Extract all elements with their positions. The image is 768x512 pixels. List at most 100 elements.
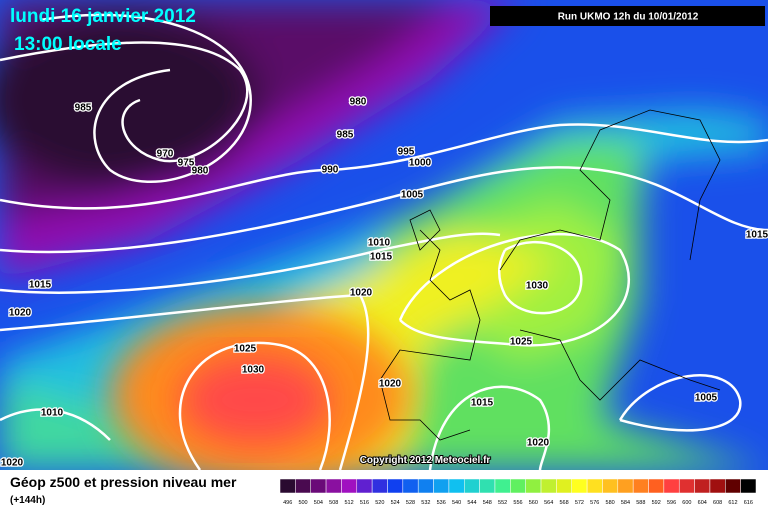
isobar-label: 980 <box>350 97 367 108</box>
legend-subtitle: (+144h) <box>10 495 45 506</box>
isobar-label: 1020 <box>9 308 32 319</box>
isobar-label: 1020 <box>1 458 24 469</box>
isobar-label: 1020 <box>527 438 550 449</box>
legend-label: 612 <box>728 500 737 506</box>
legend-swatch <box>371 478 388 494</box>
legend-label: 508 <box>329 500 338 506</box>
legend-label: 524 <box>391 500 400 506</box>
legend-swatch <box>341 478 358 494</box>
legend-label: 600 <box>682 500 691 506</box>
legend-label: 496 <box>283 500 292 506</box>
isobar-label: 970 <box>157 149 174 160</box>
run-label: Run UKMO 12h du 10/01/2012 <box>558 12 699 23</box>
isobar-label: 1005 <box>401 190 424 201</box>
legend-label: 544 <box>467 500 476 506</box>
legend-swatch <box>571 478 588 494</box>
legend-label: 500 <box>298 500 307 506</box>
legend-swatch <box>525 478 542 494</box>
legend-swatch <box>417 478 434 494</box>
isobar-label: 990 <box>322 165 339 176</box>
isobar-label: 1005 <box>695 393 718 404</box>
legend-swatch <box>433 478 450 494</box>
legend-label: 580 <box>606 500 615 506</box>
isobar-label: 1010 <box>41 408 64 419</box>
legend-swatch <box>602 478 619 494</box>
legend-label: 504 <box>314 500 323 506</box>
legend-title: Géop z500 et pression niveau mer <box>10 474 237 490</box>
legend-swatch <box>464 478 480 494</box>
legend-swatch <box>510 478 526 494</box>
legend-swatch <box>387 478 404 494</box>
legend-swatch <box>709 478 726 494</box>
legend-label: 548 <box>483 500 492 506</box>
legend-swatch <box>586 478 603 494</box>
legend-label: 520 <box>375 500 384 506</box>
isobar-label: 1025 <box>234 344 257 355</box>
legend-swatch <box>617 478 634 494</box>
legend-label: 564 <box>544 500 553 506</box>
legend-label: 536 <box>437 500 446 506</box>
isobar-label: 1025 <box>510 337 533 348</box>
legend-label: 608 <box>713 500 722 506</box>
isobar-label: 1030 <box>242 365 265 376</box>
legend-swatch <box>295 478 311 494</box>
legend-swatch <box>494 478 511 494</box>
legend-label: 616 <box>744 500 753 506</box>
isobar-label: 1015 <box>746 230 768 241</box>
legend-swatch <box>663 478 680 494</box>
isobar-label: 1015 <box>471 398 494 409</box>
legend-label: 560 <box>529 500 538 506</box>
legend-swatch <box>325 478 342 494</box>
isobar-label: 1020 <box>350 288 373 299</box>
legend-swatch <box>540 478 557 494</box>
legend-swatch <box>479 478 496 494</box>
isobars <box>0 13 768 470</box>
legend-label: 576 <box>590 500 599 506</box>
legend-label: 592 <box>652 500 661 506</box>
legend-label: 532 <box>421 500 430 506</box>
isobar-label: 985 <box>337 130 354 141</box>
subtitle: 13:00 locale <box>14 34 122 55</box>
legend-swatch <box>740 478 757 494</box>
legend-label: 588 <box>636 500 645 506</box>
legend-swatch <box>678 478 695 494</box>
legend-swatch <box>448 478 465 494</box>
legend-swatch <box>725 478 741 494</box>
legend-swatch <box>279 478 296 494</box>
legend-label: 604 <box>698 500 707 506</box>
legend-swatch <box>402 478 419 494</box>
legend-swatch <box>310 478 327 494</box>
isobar-label: 1015 <box>29 280 52 291</box>
legend-label: 512 <box>345 500 354 506</box>
legend-label: 528 <box>406 500 415 506</box>
legend-swatch <box>648 478 665 494</box>
coastlines <box>379 109 721 441</box>
geopotential-field <box>0 0 768 470</box>
isobar-label: 995 <box>398 147 415 158</box>
isobar-label: 985 <box>75 103 92 114</box>
run-box <box>490 6 765 26</box>
legend-label: 584 <box>621 500 630 506</box>
legend-label: 556 <box>513 500 522 506</box>
isobar-label: 1020 <box>379 379 402 390</box>
isobar-label: 975 <box>178 158 195 169</box>
legend-swatch <box>356 478 373 494</box>
isobar-label: 1000 <box>409 158 432 169</box>
legend-label: 516 <box>360 500 369 506</box>
title: lundi 16 janvier 2012 <box>10 6 196 27</box>
legend-label: 552 <box>498 500 507 506</box>
legend-label: 540 <box>452 500 461 506</box>
legend-label: 568 <box>559 500 568 506</box>
copyright: Copyright 2012 Meteociel.fr <box>360 455 491 466</box>
legend-swatch <box>632 478 649 494</box>
isobar-label: 1030 <box>526 281 549 292</box>
isobar-label: 1010 <box>368 238 391 249</box>
isobar-label: 980 <box>192 166 209 177</box>
isobar-label: 1015 <box>370 252 393 263</box>
legend-label: 596 <box>667 500 676 506</box>
legend-swatch <box>556 478 572 494</box>
legend-swatch <box>694 478 711 494</box>
legend-label: 572 <box>575 500 584 506</box>
